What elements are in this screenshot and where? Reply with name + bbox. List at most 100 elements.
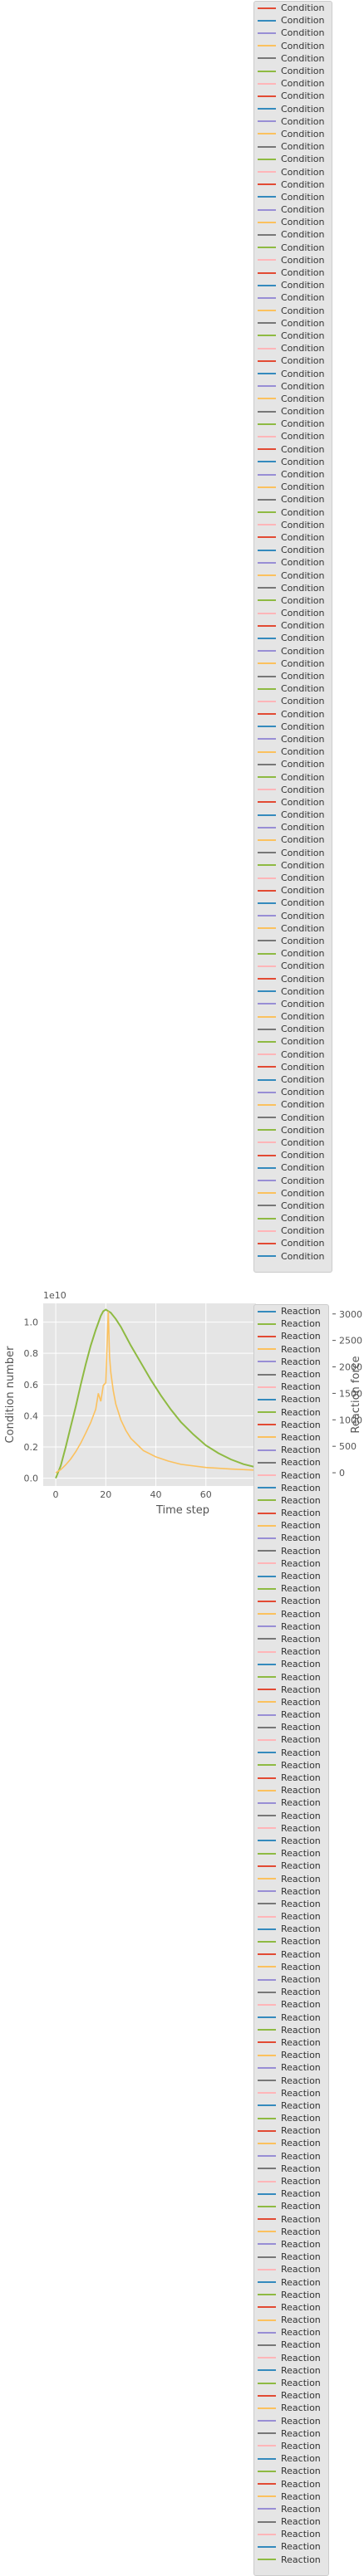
condition-legend-entry: Condition — [254, 14, 332, 27]
condition-legend-entry: Condition — [254, 367, 332, 379]
reaction-legend-entry: Reaction — [254, 2163, 328, 2175]
legend-swatch — [258, 2457, 276, 2460]
condition-legend-entry: Condition — [254, 582, 332, 594]
legend-swatch — [258, 952, 276, 955]
reaction-legend-entry: Reaction — [254, 1810, 328, 1822]
legend-swatch — [258, 1915, 276, 1918]
condition-legend-entry: Condition — [254, 847, 332, 859]
condition-number-line — [55, 1308, 256, 1479]
legend-label: Reaction — [281, 1785, 321, 1796]
legend-swatch — [258, 347, 276, 349]
legend-label: Reaction — [281, 2062, 321, 2074]
legend-swatch — [258, 2218, 276, 2221]
legend-swatch — [258, 511, 276, 514]
legend-label: Reaction — [281, 1759, 321, 1771]
legend-swatch — [258, 965, 276, 967]
legend-label: Condition — [281, 834, 325, 846]
legend-swatch — [258, 1103, 276, 1106]
legend-swatch — [258, 1726, 276, 1728]
legend-swatch — [258, 284, 276, 286]
legend-label: Condition — [281, 178, 325, 190]
legend-swatch — [258, 2445, 276, 2447]
legend-swatch — [258, 359, 276, 362]
legend-swatch — [258, 2054, 276, 2056]
legend-swatch — [258, 2520, 276, 2523]
reaction-legend-entry: Reaction — [254, 2251, 328, 2263]
legend-swatch — [258, 2117, 276, 2119]
legend-label: Reaction — [281, 1709, 321, 1721]
legend-label: Reaction — [281, 1444, 321, 1456]
condition-legend-entry: Condition — [254, 291, 332, 304]
legend-label: Condition — [281, 1024, 325, 1035]
legend-swatch — [258, 1764, 276, 1767]
legend-label: Reaction — [281, 2314, 321, 2326]
legend-swatch — [258, 473, 276, 476]
reaction-legend-entry: Reaction — [254, 2112, 328, 2124]
legend-swatch — [258, 826, 276, 829]
legend-swatch — [258, 549, 276, 551]
legend-swatch — [258, 1242, 276, 1244]
condition-legend-entry: Condition — [254, 40, 332, 52]
y-left-tick-label: 0.4 — [24, 1410, 39, 1421]
legend-swatch — [258, 1852, 276, 1855]
legend-swatch — [258, 662, 276, 665]
reaction-legend-entry: Reaction — [254, 2326, 328, 2339]
legend-swatch — [258, 2092, 276, 2095]
condition-legend-entry: Condition — [254, 1149, 332, 1161]
legend-swatch — [258, 1991, 276, 1993]
condition-legend-entry: Condition — [254, 228, 332, 241]
y-offset-label: 1e10 — [43, 1290, 66, 1301]
condition-legend-entry: Condition — [254, 254, 332, 266]
reaction-legend-entry: Reaction — [254, 2415, 328, 2427]
condition-legend-entry: Condition — [254, 242, 332, 254]
legend-swatch — [258, 1953, 276, 1956]
legend-label: Condition — [281, 1011, 325, 1023]
condition-legend-entry: Condition — [254, 342, 332, 354]
legend-swatch — [258, 158, 276, 160]
legend-label: Reaction — [281, 1911, 321, 1923]
legend-label: Reaction — [281, 2251, 321, 2263]
x-tick-label: 0 — [53, 1489, 59, 1500]
reaction-legend-entry: Reaction — [254, 2187, 328, 2200]
reaction-legend-entry: Reaction — [254, 2477, 328, 2490]
legend-swatch — [258, 1903, 276, 1905]
legend-label: Condition — [281, 343, 325, 354]
reaction-legend-entry: Reaction — [254, 1317, 328, 1330]
reaction-legend-entry: Reaction — [254, 1910, 328, 1923]
legend-label: Condition — [281, 380, 325, 392]
legend-swatch — [258, 322, 276, 325]
legend-swatch — [258, 838, 276, 841]
condition-legend-entry: Condition — [254, 821, 332, 833]
legend-label: Reaction — [281, 1545, 321, 1557]
condition-legend-entry: Condition — [254, 544, 332, 556]
legend-label: Reaction — [281, 2402, 321, 2414]
legend-label: Condition — [281, 90, 325, 102]
condition-legend-entry: Condition — [254, 140, 332, 153]
legend-label: Reaction — [281, 1520, 321, 1532]
reaction-legend-entry: Reaction — [254, 1330, 328, 1342]
series-layer — [55, 1308, 256, 1479]
condition-legend-entry: Condition — [254, 947, 332, 960]
legend-swatch — [258, 801, 276, 804]
legend-swatch — [258, 2545, 276, 2548]
legend-swatch — [258, 233, 276, 236]
reaction-legend-entry: Reaction — [254, 2137, 328, 2149]
legend-swatch — [258, 700, 276, 702]
legend-label: Reaction — [281, 2440, 321, 2451]
condition-legend-entry: Condition — [254, 645, 332, 657]
legend-swatch — [258, 1335, 276, 1337]
condition-legend-entry: Condition — [254, 910, 332, 922]
legend-swatch — [258, 889, 276, 892]
condition-legend-entry: Condition — [254, 405, 332, 418]
legend-label: Reaction — [281, 2024, 321, 2036]
reaction-legend-entry: Reaction — [254, 2377, 328, 2389]
legend-swatch — [258, 2041, 276, 2044]
reaction-legend-entry: Reaction — [254, 2150, 328, 2163]
legend-label: Condition — [281, 2, 325, 14]
legend-swatch — [258, 2331, 276, 2334]
legend-swatch — [258, 1801, 276, 1804]
reaction-legend-entry: Reaction — [254, 2175, 328, 2187]
condition-legend-entry: Condition — [254, 468, 332, 481]
reaction-legend-entry: Reaction — [254, 2389, 328, 2402]
legend-swatch — [258, 1474, 276, 1477]
